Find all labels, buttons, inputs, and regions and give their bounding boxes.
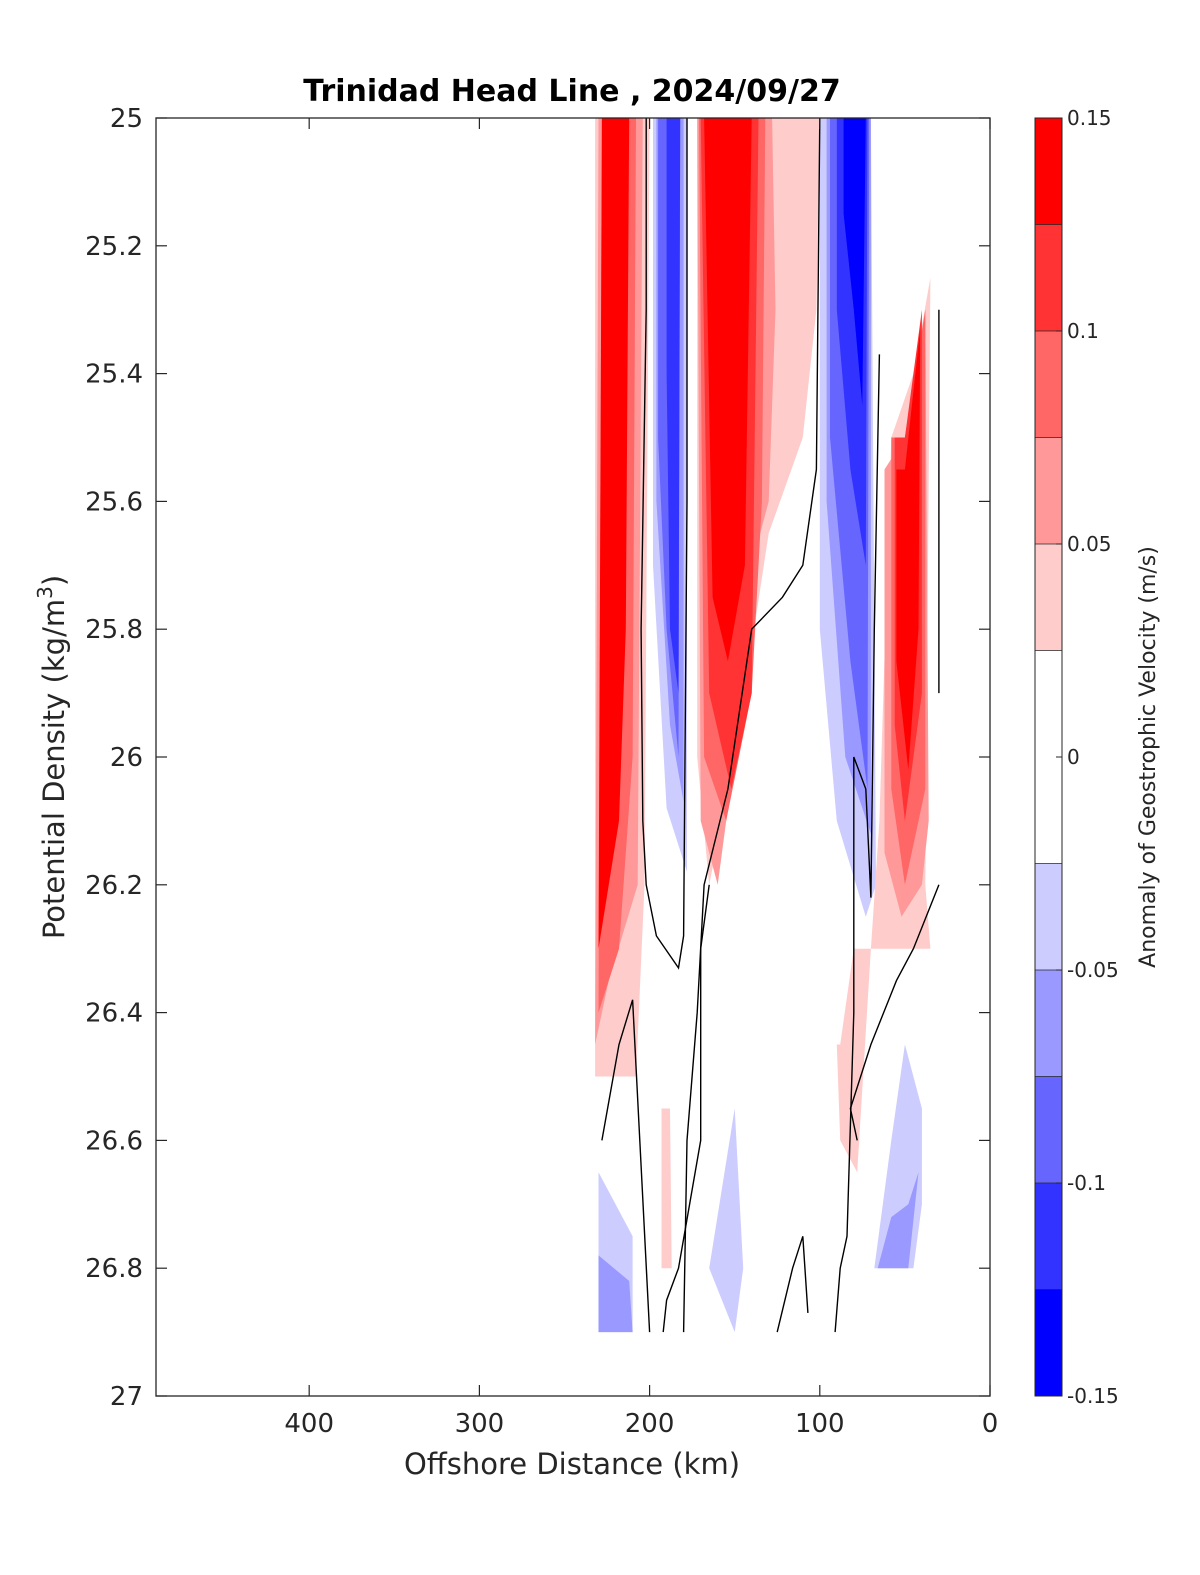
contour-band-23: [661, 1108, 672, 1269]
zero-contour-line-5: [834, 354, 881, 1333]
y-tick-label: 26.6: [85, 1126, 143, 1156]
x-tick-label: 300: [455, 1409, 505, 1439]
colorbar-swatch: [1035, 118, 1062, 225]
contour-band-28: [877, 1172, 919, 1269]
y-axis-label-superscript: 3: [33, 586, 57, 599]
zero-contour-line-1: [601, 999, 651, 1333]
zero-contour-line-0: [640, 118, 688, 970]
colorbar-ticks: 0.15 0.1 0.05 0 -0.05 -0.1 -0.15: [1056, 106, 1119, 1408]
colorbar-tick-label: 0.15: [1067, 106, 1112, 130]
colorbar-swatch: [1035, 1183, 1062, 1290]
plot-area: 400 300 200 100 0 25 25.2 25.4 25.6 25.8 26 26.2 26…: [85, 104, 998, 1439]
y-tick-label: 25: [110, 104, 143, 134]
contour-band-3: [598, 118, 630, 949]
x-tick-label: 100: [795, 1409, 845, 1439]
colorbar-tick-label: -0.1: [1067, 1171, 1106, 1195]
colorbar-swatches: [1035, 118, 1062, 1396]
colorbar-tick-label: -0.15: [1067, 1384, 1119, 1408]
colorbar-swatch: [1035, 863, 1062, 970]
x-axis-label: Offshore Distance (km): [404, 1447, 740, 1481]
colorbar-tick-label: 0.1: [1067, 319, 1099, 343]
y-axis-label-main: Potential Density (kg/m: [37, 599, 71, 939]
colorbar-tick-label: -0.05: [1067, 958, 1119, 982]
zero-contour-line-4: [776, 1236, 809, 1333]
colorbar-label: Anomaly of Geostrophic Velocity (m/s): [1136, 546, 1161, 968]
contour-band-22: [896, 328, 921, 770]
zero-contour-layer: [601, 118, 940, 1333]
y-tick-label: 25.4: [85, 360, 143, 390]
colorbar-swatch: [1035, 331, 1062, 438]
y-tick-label: 25.6: [85, 487, 143, 517]
zero-contour-line-6: [849, 884, 940, 1141]
colorbar-swatch: [1035, 544, 1062, 651]
chart-title: Trinidad Head Line , 2024/09/27: [303, 74, 840, 109]
y-tick-label: 26.2: [85, 871, 143, 901]
y-tick-label: 26.4: [85, 999, 143, 1029]
contour-band-7: [666, 118, 681, 694]
colorbar-tick-label: 0.05: [1067, 532, 1112, 556]
y-axis-label-close: ): [37, 575, 71, 586]
zero-contour-line-2: [662, 884, 710, 1333]
x-tick-label: 0: [982, 1409, 999, 1439]
y-tick-label: 25.8: [85, 615, 143, 645]
x-axis-ticks: 400 300 200 100 0: [284, 118, 998, 1439]
colorbar-swatch: [1035, 1076, 1062, 1183]
y-tick-label: 25.2: [85, 232, 143, 262]
colorbar-swatch: [1035, 1289, 1062, 1396]
contour-band-17: [843, 118, 866, 406]
y-tick-label: 26.8: [85, 1254, 143, 1284]
x-tick-label: 400: [284, 1409, 334, 1439]
x-tick-label: 200: [625, 1409, 675, 1439]
colorbar-swatch: [1035, 970, 1062, 1077]
zero-contour-line-3: [682, 118, 821, 1333]
y-axis-ticks: 25 25.2 25.4 25.6 25.8 26 26.2 26.4 26.6 26.8 27: [85, 104, 990, 1412]
y-tick-label: 26: [110, 743, 143, 773]
y-tick-label: 27: [110, 1382, 143, 1412]
colorbar-swatch: [1035, 437, 1062, 544]
contour-band-26: [709, 1108, 744, 1333]
y-axis-label: Potential Density (kg/m3): [33, 575, 71, 939]
colorbar-swatch: [1035, 224, 1062, 331]
contour-band-25: [598, 1255, 633, 1333]
colorbar: 0.15 0.1 0.05 0 -0.05 -0.1 -0.15: [1034, 106, 1119, 1408]
colorbar-tick-label: 0: [1067, 745, 1080, 769]
contour-band-12: [704, 118, 752, 662]
